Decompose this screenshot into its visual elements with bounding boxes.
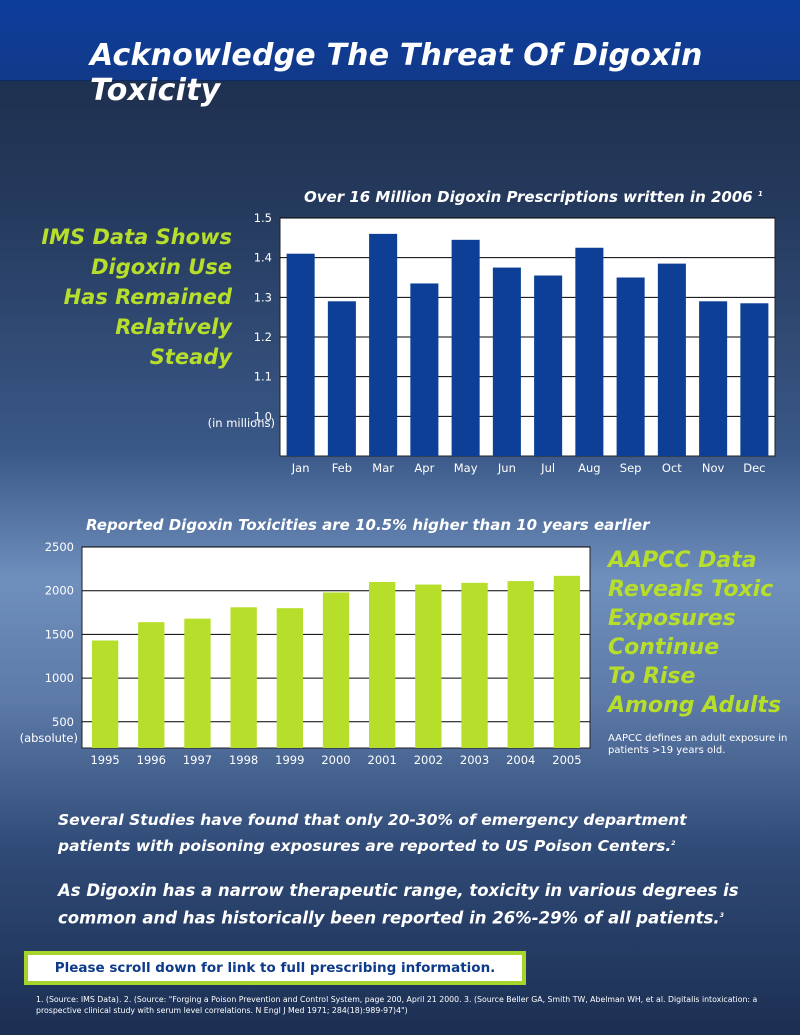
y-tick-label: 1500 — [45, 627, 74, 641]
y-tick-label: 2500 — [45, 540, 74, 554]
aapcc-callout-line: To Rise — [608, 664, 696, 689]
bar — [507, 581, 534, 748]
page-title: Acknowledge The Threat Of Digoxin Toxici… — [90, 38, 703, 108]
bar — [451, 239, 480, 456]
x-tick-label: Apr — [414, 461, 434, 475]
x-tick-label: 2004 — [506, 753, 535, 767]
bar — [286, 253, 315, 456]
bar — [327, 301, 356, 456]
aapcc-definition-note: AAPCC defines an adult exposure in patie… — [608, 733, 788, 756]
y-tick-label: 1.2 — [254, 330, 272, 344]
unit-label: (in millions) — [208, 416, 275, 430]
x-tick-label: 1998 — [229, 753, 258, 767]
header-banner: Acknowledge The Threat Of Digoxin Toxici… — [0, 0, 800, 108]
aapcc-callout-line: Continue — [608, 635, 720, 660]
bar — [91, 640, 119, 748]
unit-label: (absolute) — [20, 731, 78, 745]
x-tick-label: Mar — [372, 461, 394, 475]
bar — [553, 575, 581, 748]
y-tick-label: 1.4 — [254, 251, 272, 265]
bar — [415, 584, 442, 748]
y-tick-label: 2000 — [45, 584, 74, 598]
studies-footnote-ref: 2 — [671, 840, 676, 847]
chart1-title-text: Over 16 Million Digoxin Prescriptions wr… — [304, 188, 753, 206]
aapcc-callout-line: AAPCC Data — [608, 548, 757, 573]
studies-paragraph: Several Studies have found that only 20-… — [58, 808, 758, 858]
x-tick-label: May — [454, 461, 478, 475]
bar — [184, 618, 211, 748]
studies-paragraph-text: Several Studies have found that only 20-… — [58, 811, 687, 856]
bar — [369, 581, 396, 748]
x-tick-label: 2005 — [552, 753, 581, 767]
x-tick-label: 2000 — [321, 753, 350, 767]
bar — [410, 283, 439, 456]
x-tick-label: Dec — [743, 461, 765, 475]
ims-callout-line: Digoxin Use — [91, 255, 232, 279]
x-tick-label: 1996 — [137, 753, 166, 767]
y-tick-label: 1.5 — [254, 211, 272, 225]
bar — [461, 582, 488, 748]
aapcc-callout-line: Exposures — [608, 606, 736, 631]
x-tick-label: 2002 — [414, 753, 443, 767]
bar — [534, 275, 563, 456]
source-footnotes: 1. (Source: IMS Data). 2. (Source: "Forg… — [36, 995, 758, 1015]
bar — [657, 263, 686, 456]
prescriptions-bar-chart: 1.0 1.1 1.2 1.3 1.4 1.5 Jan Feb Mar Apr May Jun Jul A… — [208, 211, 776, 475]
y-tick-label: 1000 — [45, 671, 74, 685]
bar — [230, 607, 257, 748]
bar — [616, 277, 645, 456]
aapcc-callout-line: Reveals Toxic — [608, 577, 774, 602]
y-tick-label: 500 — [52, 715, 74, 729]
bar — [369, 233, 398, 456]
ims-callout-line: IMS Data Shows — [41, 225, 232, 249]
y-tick-label: 1.1 — [254, 370, 272, 384]
x-tick-label: Jan — [291, 461, 310, 475]
ims-callout: IMS Data Shows Digoxin Use Has Remained … — [30, 222, 232, 372]
chart1-title-footnote: 1 — [757, 190, 763, 198]
x-tick-label: Oct — [662, 461, 682, 475]
x-tick-label: Nov — [702, 461, 725, 475]
bar — [740, 303, 769, 456]
x-tick-label: Jul — [540, 461, 555, 475]
aapcc-callout: AAPCC Data Reveals Toxic Exposures Conti… — [608, 546, 788, 720]
y-tick-label: 1.0 — [254, 409, 272, 423]
therapeutic-range-footnote-ref: 3 — [719, 912, 724, 919]
bar — [138, 622, 165, 748]
prescribing-info-label[interactable]: Please scroll down for link to full pres… — [54, 960, 496, 976]
prescribing-info-button[interactable]: Please scroll down for link to full pres… — [24, 951, 526, 985]
y-tick-label: 1.3 — [254, 290, 272, 304]
x-tick-label: 1999 — [275, 753, 304, 767]
ims-callout-line: Has Remained — [63, 285, 232, 309]
x-tick-label: 2003 — [460, 753, 489, 767]
bar — [575, 247, 604, 456]
chart1-title: Over 16 Million Digoxin Prescriptions wr… — [304, 188, 763, 206]
bar — [322, 592, 350, 748]
x-tick-label: Jun — [497, 461, 516, 475]
chart2-title: Reported Digoxin Toxicities are 10.5% hi… — [86, 516, 650, 534]
toxicities-bar-chart: 500 1000 1500 2000 2500 1995 1996 1997 1998 1999 2… — [20, 540, 591, 767]
therapeutic-range-text: As Digoxin has a narrow therapeutic rang… — [58, 881, 739, 928]
x-tick-label: Aug — [578, 461, 600, 475]
x-tick-label: 1995 — [90, 753, 119, 767]
bar — [276, 608, 303, 748]
x-tick-label: Feb — [332, 461, 352, 475]
bar — [699, 301, 728, 456]
bar — [492, 267, 521, 456]
aapcc-callout-line: Among Adults — [608, 693, 782, 718]
x-tick-label: Sep — [620, 461, 642, 475]
ims-callout-line: Relatively Steady — [115, 315, 232, 369]
x-tick-label: 2001 — [368, 753, 397, 767]
x-tick-label: 1997 — [183, 753, 212, 767]
therapeutic-range-paragraph: As Digoxin has a narrow therapeutic rang… — [58, 878, 758, 931]
